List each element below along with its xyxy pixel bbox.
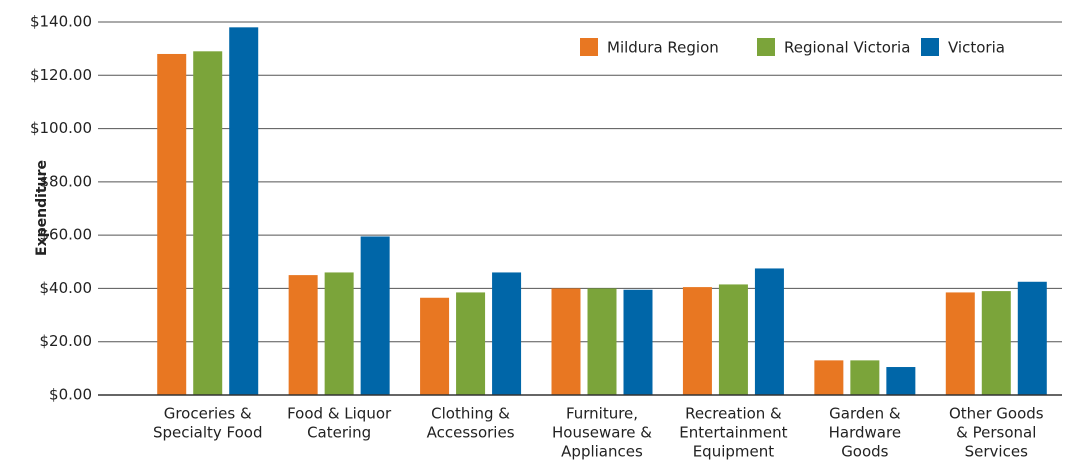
y-tick-label: $20.00 — [40, 332, 93, 350]
x-tick-label: Furniture, — [566, 405, 638, 423]
bar — [157, 53, 187, 395]
bar — [587, 288, 617, 395]
x-tick-label: Other Goods — [949, 405, 1044, 423]
y-tick-label: $100.00 — [30, 119, 92, 137]
x-tick-label: Clothing & — [431, 405, 510, 423]
x-tick-label: Equipment — [693, 443, 775, 461]
x-tick-label: Groceries & — [164, 405, 252, 423]
x-tick-label: Recreation & — [685, 405, 782, 423]
bar — [754, 268, 784, 395]
x-tick-label: Food & Liquor — [287, 405, 392, 423]
y-tick-label: $80.00 — [40, 172, 93, 190]
bar — [850, 360, 880, 395]
legend-label: Mildura Region — [607, 39, 719, 57]
x-tick-label: Specialty Food — [153, 424, 263, 442]
legend-swatch — [580, 38, 598, 56]
legend-label: Victoria — [948, 39, 1005, 57]
y-axis-label: Expenditure — [34, 160, 50, 256]
bar — [981, 291, 1011, 395]
y-tick-label: $60.00 — [40, 226, 93, 244]
bar — [1017, 281, 1047, 395]
bar — [623, 289, 653, 395]
x-tick-label: Garden & — [829, 405, 901, 423]
x-tick-label: Catering — [307, 424, 371, 442]
y-tick-label: $140.00 — [30, 13, 92, 31]
bar — [193, 51, 223, 396]
x-tick-label: Entertainment — [679, 424, 787, 442]
x-tick-label: Houseware & — [552, 424, 652, 442]
legend-swatch — [757, 38, 775, 56]
bar — [886, 367, 916, 395]
x-tick-label: & Personal — [956, 424, 1036, 442]
bar — [456, 292, 486, 395]
y-tick-label: $120.00 — [30, 66, 92, 84]
y-tick-label: $40.00 — [40, 279, 93, 297]
x-tick-label: Services — [965, 443, 1028, 461]
legend-swatch — [921, 38, 939, 56]
y-tick-label: $0.00 — [49, 386, 92, 404]
bar — [492, 272, 522, 395]
x-tick-label: Accessories — [427, 424, 515, 442]
x-tick-label: Hardware — [829, 424, 901, 442]
bar — [360, 236, 390, 395]
legend-label: Regional Victoria — [784, 39, 910, 57]
x-tick-label: Appliances — [561, 443, 643, 461]
bar — [324, 272, 354, 395]
bar — [420, 297, 450, 395]
bar — [945, 292, 975, 395]
bar — [814, 360, 844, 395]
bar — [288, 275, 318, 395]
bar — [551, 288, 581, 395]
x-tick-label: Goods — [841, 443, 888, 461]
bar — [229, 27, 259, 395]
bar — [718, 284, 748, 395]
bar — [682, 287, 712, 395]
